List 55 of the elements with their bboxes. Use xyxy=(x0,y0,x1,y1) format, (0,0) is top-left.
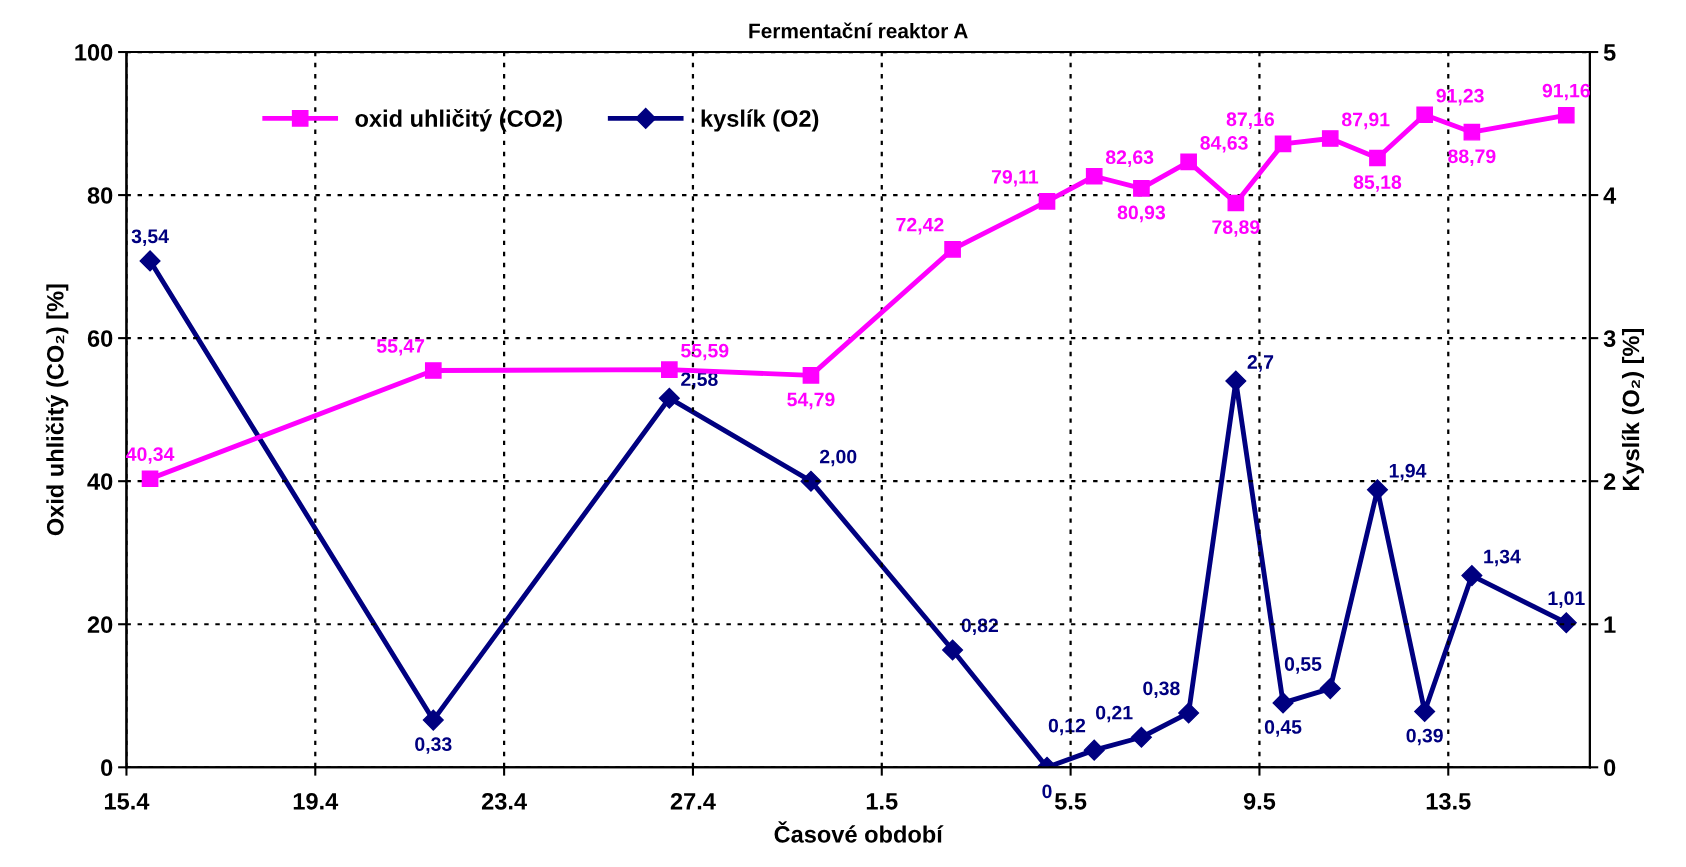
data-label: 0,21 xyxy=(1096,705,1133,723)
x-axis-title: Časové období xyxy=(774,821,944,843)
y2-axis-title: Kyslík (O₂) [%] xyxy=(1621,328,1644,491)
data-label: 0 xyxy=(1042,784,1052,799)
x-tick-label: 9.5 xyxy=(1243,792,1276,810)
data-label: 2,7 xyxy=(1247,355,1274,372)
data-label: 1,34 xyxy=(1484,549,1521,567)
x-tick-label: 27.4 xyxy=(670,792,716,810)
data-label: 79,11 xyxy=(991,169,1039,187)
y2-tick-label: 0 xyxy=(1604,759,1616,777)
data-label: 78,89 xyxy=(1212,220,1260,237)
y2-tick-label: 3 xyxy=(1603,330,1616,347)
data-label: 85,18 xyxy=(1353,175,1402,192)
legend-label: oxid uhličitý (CO2) xyxy=(355,109,562,132)
data-label: 91,23 xyxy=(1436,88,1484,106)
y-tick-label: 100 xyxy=(75,44,113,61)
x-tick-label: 1.5 xyxy=(866,793,898,810)
x-tick-label: 13.5 xyxy=(1426,792,1471,810)
data-label: 0,55 xyxy=(1284,657,1322,674)
data-label: 1,94 xyxy=(1389,463,1427,481)
data-label: 0,45 xyxy=(1264,720,1302,737)
y-axis-title: Oxid uhličitý (CO₂) [%] xyxy=(45,284,69,536)
data-label: 88,79 xyxy=(1448,149,1496,166)
y-tick-label: 0 xyxy=(101,759,113,777)
y-tick-label: 20 xyxy=(87,616,113,634)
x-tick-label: 23.4 xyxy=(481,792,527,810)
data-label: 84,63 xyxy=(1200,136,1248,153)
x-tick-label: 5.5 xyxy=(1054,793,1087,810)
data-label: 87,16 xyxy=(1226,112,1275,129)
data-label: 87,91 xyxy=(1341,112,1390,130)
data-label: 2,00 xyxy=(819,449,857,467)
legend-label: kyslík (O2) xyxy=(701,109,819,132)
data-label: 72,42 xyxy=(896,217,944,235)
y-tick-label: 80 xyxy=(87,187,113,204)
data-label: 3,54 xyxy=(131,229,169,246)
data-label: 0,39 xyxy=(1406,728,1443,746)
y-tick-label: 60 xyxy=(87,330,113,347)
y2-tick-label: 5 xyxy=(1603,44,1616,61)
x-tick-label: 19.4 xyxy=(293,792,339,810)
y2-tick-label: 2 xyxy=(1603,473,1616,490)
data-label: 54,79 xyxy=(787,392,835,410)
data-label: 55,47 xyxy=(376,339,425,356)
y2-tick-label: 4 xyxy=(1603,187,1617,204)
data-label: 0,38 xyxy=(1143,681,1180,699)
data-label: 82,63 xyxy=(1105,150,1154,167)
data-label: 55,59 xyxy=(681,343,729,361)
data-label: 0,33 xyxy=(415,737,452,754)
data-label: 0,12 xyxy=(1048,718,1086,736)
data-label: 1,01 xyxy=(1548,591,1585,608)
y-tick-label: 40 xyxy=(87,473,113,490)
data-label: 80,93 xyxy=(1117,205,1166,223)
y2-tick-label: 1 xyxy=(1604,616,1616,633)
data-label: 0,82 xyxy=(961,618,998,636)
x-tick-label: 15.4 xyxy=(104,793,150,810)
chart-title: Fermentační reaktor A xyxy=(749,22,968,39)
